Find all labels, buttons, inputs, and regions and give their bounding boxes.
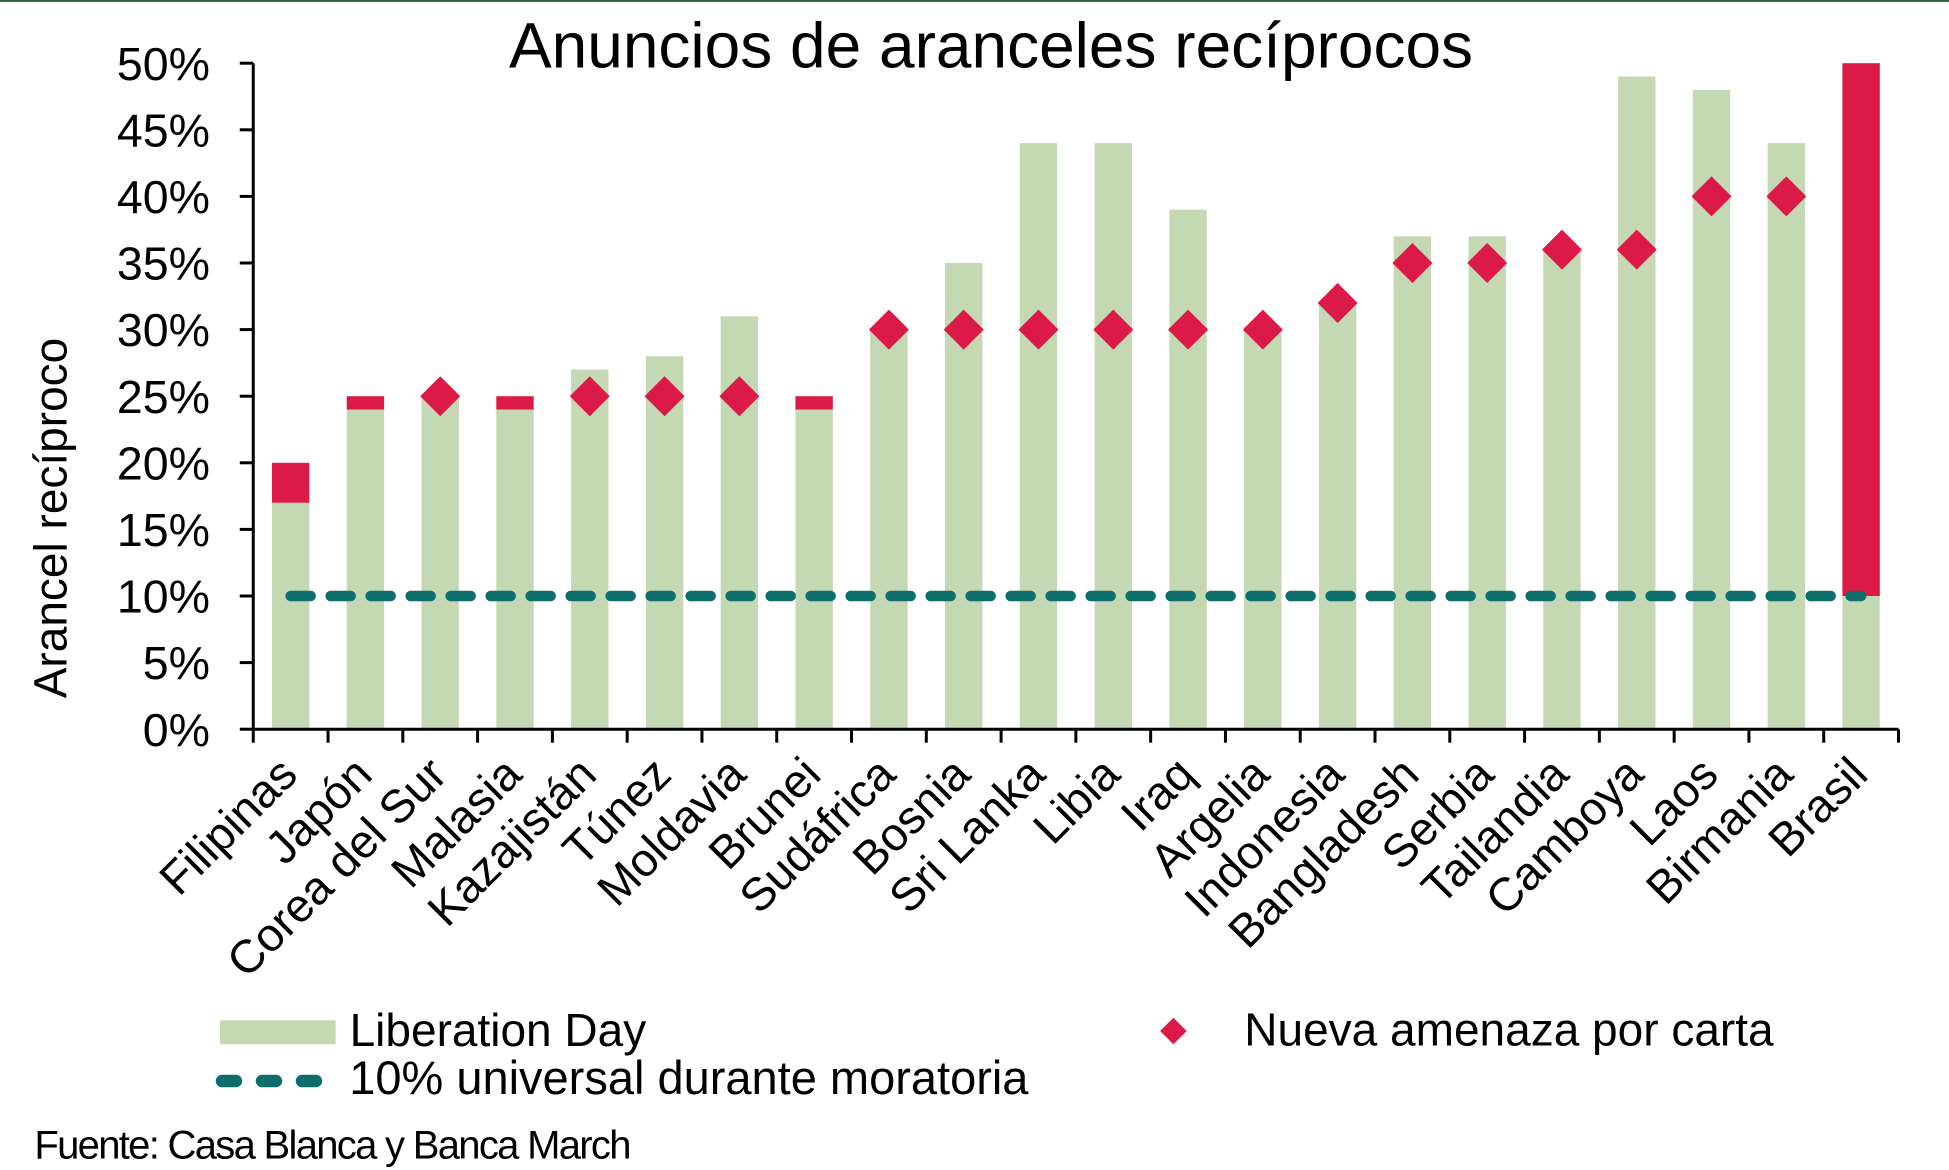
threat-diamond-Sudáfrica xyxy=(868,309,909,350)
y-tick-label-30: 30% xyxy=(117,304,210,356)
bar-Brasil xyxy=(1842,596,1880,730)
threat-diamond-Sri Lanka xyxy=(1018,309,1059,350)
bar-Camboya xyxy=(1618,76,1656,730)
bars-group xyxy=(271,76,1880,730)
bar-Filipinas xyxy=(271,502,310,730)
legend-label-liberation-day: Liberation Day xyxy=(350,1004,647,1056)
legend-label-threat: Nueva amenaza por carta xyxy=(1244,1003,1774,1055)
bar-Corea del Sur xyxy=(421,396,459,730)
bar-Libia xyxy=(1094,143,1132,730)
y-tick-label-45: 45% xyxy=(117,104,210,156)
source-note: Fuente: Casa Blanca y Banca March xyxy=(34,1124,629,1168)
bar-Sri Lanka xyxy=(1019,143,1058,730)
bar-Sudáfrica xyxy=(870,329,908,730)
bar-Tailandia xyxy=(1543,249,1581,730)
bar-Malasia xyxy=(496,409,534,730)
threat-diamond-Laos xyxy=(1691,176,1732,217)
bar-Túnez xyxy=(645,356,684,730)
legend: Liberation Day 10% universal durante mor… xyxy=(215,1003,1774,1104)
threat-diamond-Kazajistán xyxy=(569,376,610,417)
threat-diamond-Túnez xyxy=(644,376,685,417)
threat-diamond-Birmania xyxy=(1766,176,1807,217)
threat-diamond-Camboya xyxy=(1616,229,1657,270)
y-tick-label-20: 20% xyxy=(117,437,210,489)
y-tick-label-40: 40% xyxy=(117,171,210,223)
legend-diamond-threat xyxy=(1160,1017,1187,1045)
axes-group xyxy=(239,61,1900,743)
chart-title: Anuncios de aranceles recíprocos xyxy=(509,9,1473,81)
y-tick-labels-group: 0% 5% 10% 15% 20% 25% 30% 35% 40% 45% 50% xyxy=(117,38,210,756)
bar-Kazajistán xyxy=(571,369,609,730)
threat-diamond-Corea del Sur xyxy=(420,376,461,417)
bar-Serbia xyxy=(1468,236,1506,730)
bar-Japón xyxy=(346,409,385,730)
threat-diamond-Indonesia xyxy=(1317,282,1358,323)
bar-Bangladesh xyxy=(1393,236,1432,730)
y-tick-label-10: 10% xyxy=(117,571,210,623)
bar-Argelia xyxy=(1244,329,1282,730)
top-accent-bar xyxy=(0,0,1949,2)
legend-label-moratorium: 10% universal durante moratoria xyxy=(349,1051,1029,1104)
y-tick-label-0: 0% xyxy=(143,704,210,756)
threat-diamond-Bosnia xyxy=(943,309,984,350)
threat-diamond-Serbia xyxy=(1467,243,1508,283)
threat-diamond-Tailandia xyxy=(1541,229,1582,270)
bar-Birmania xyxy=(1767,143,1806,730)
threat-diamond-Iraq xyxy=(1168,309,1209,350)
threat-bar-Japón xyxy=(346,396,385,410)
bar-Brunei xyxy=(795,409,833,730)
threat-bar-Brunei xyxy=(795,396,833,410)
threat-diamond-Argelia xyxy=(1242,309,1283,350)
threat-bar-Malasia xyxy=(496,396,534,410)
bar-Indonesia xyxy=(1318,302,1357,730)
y-tick-label-5: 5% xyxy=(143,637,210,689)
threat-bar-Filipinas xyxy=(271,462,310,503)
y-tick-label-35: 35% xyxy=(117,238,210,290)
y-tick-label-25: 25% xyxy=(117,371,210,423)
legend-swatch-liberation-day xyxy=(220,1020,336,1045)
threat-diamond-Moldavia xyxy=(719,376,760,417)
threat-diamond-Bangladesh xyxy=(1392,243,1433,283)
threat-markers-group xyxy=(271,63,1880,596)
threat-diamond-Libia xyxy=(1093,309,1134,350)
y-tick-label-50: 50% xyxy=(117,38,210,90)
y-axis-title: Arancel recíproco xyxy=(24,338,76,699)
y-tick-label-15: 15% xyxy=(117,504,210,556)
bar-Iraq xyxy=(1169,209,1207,730)
threat-bar-Brasil xyxy=(1842,63,1880,596)
